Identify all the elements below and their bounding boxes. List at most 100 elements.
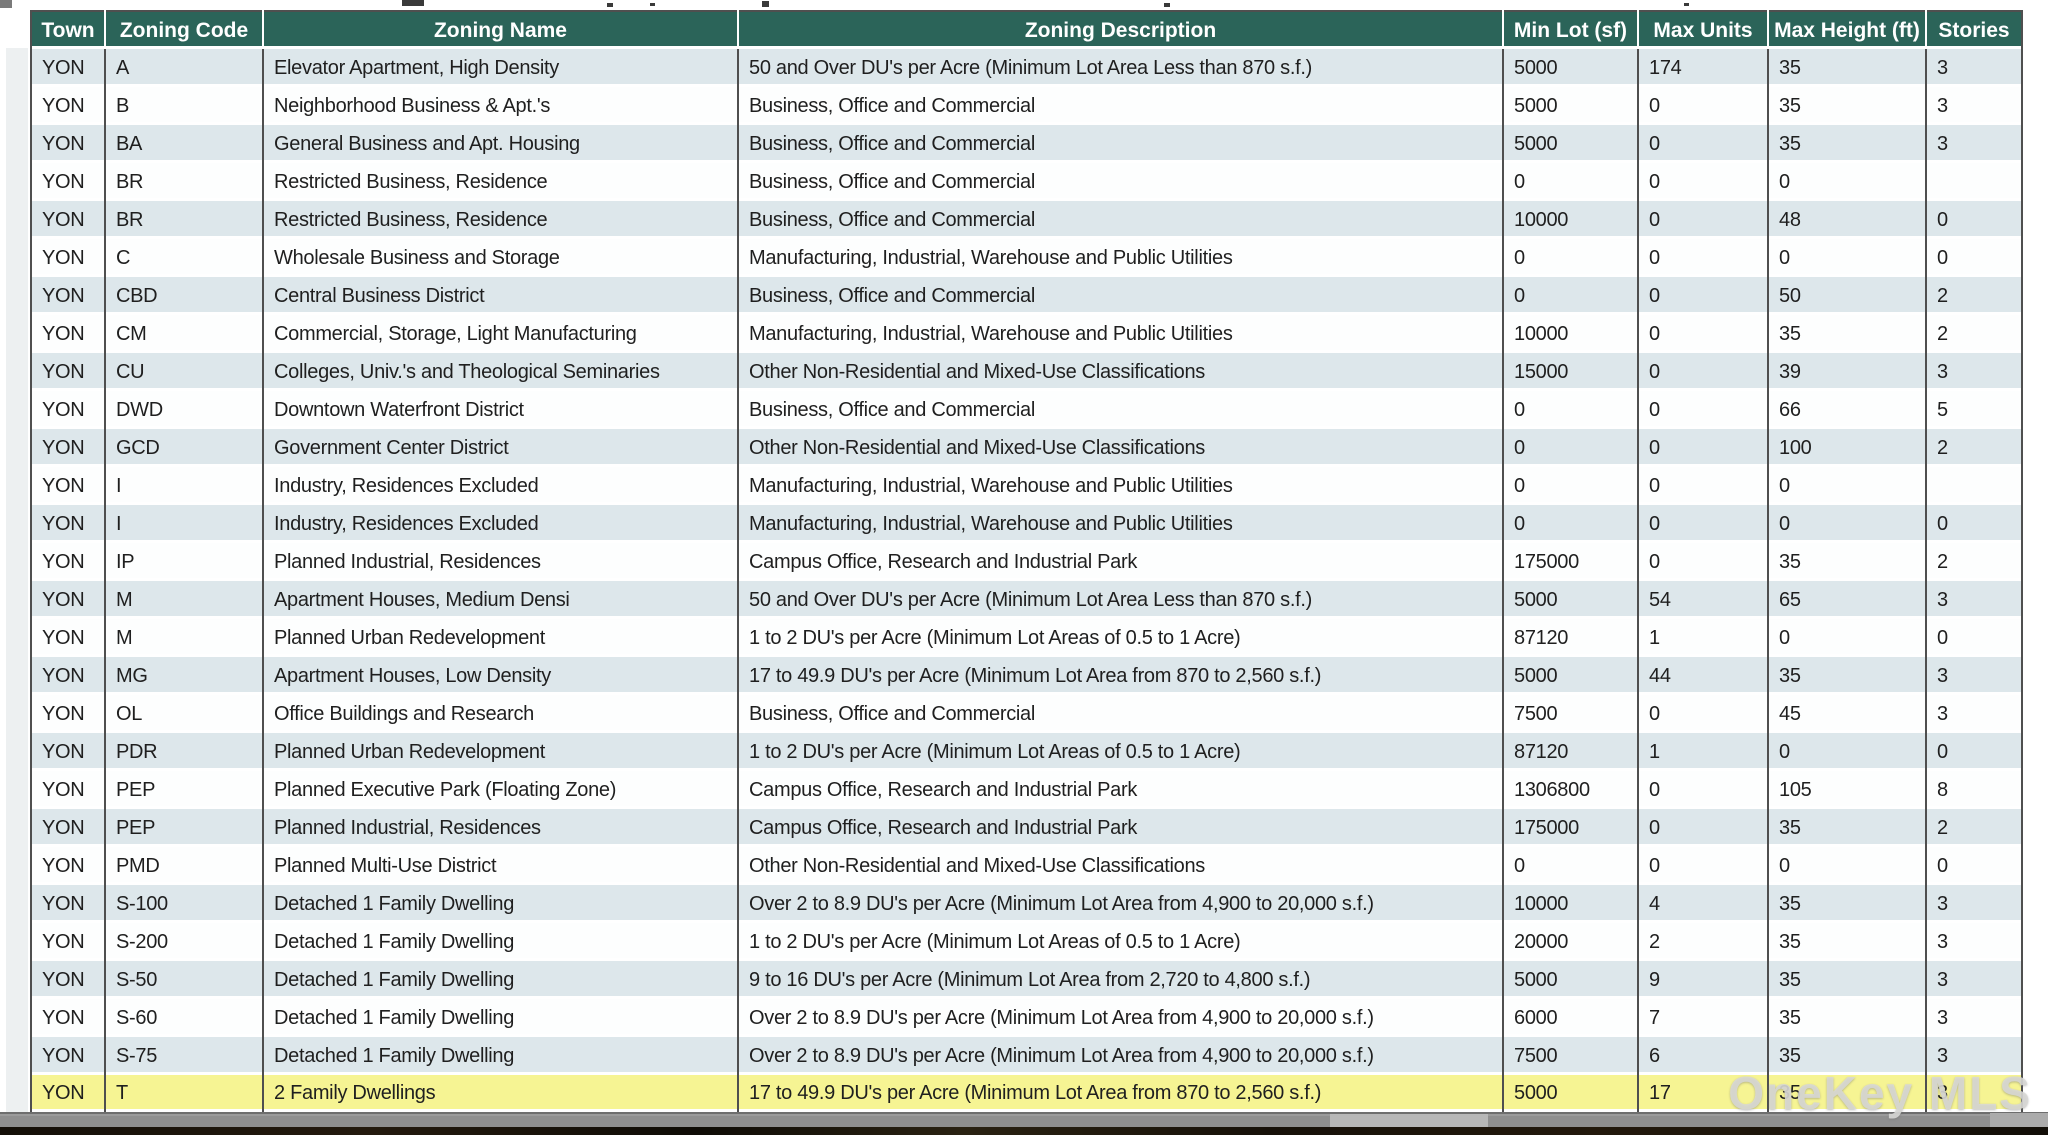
table-cell: YON [31, 733, 106, 771]
column-header-max-height-ft[interactable]: Max Height (ft) [1768, 11, 1927, 49]
table-cell: Planned Executive Park (Floating Zone) [263, 771, 739, 809]
table-cell: 4 [1638, 885, 1769, 923]
column-header-town[interactable]: Town [31, 11, 106, 49]
table-cell: 0 [1638, 847, 1769, 885]
table-cell: DWD [105, 391, 264, 429]
table-cell: 50 and Over DU's per Acre (Minimum Lot A… [738, 581, 1504, 619]
onekey-mls-watermark: OneKey MLS [1728, 1067, 2032, 1119]
table-cell: 35 [1768, 125, 1927, 163]
table-cell: 1 to 2 DU's per Acre (Minimum Lot Areas … [738, 733, 1504, 771]
table-cell: BR [105, 163, 264, 201]
table-cell: I [105, 467, 264, 505]
table-row[interactable]: YON PEP Planned Industrial, Residences Camp… [31, 809, 2022, 847]
table-cell: 2 [1926, 809, 2022, 847]
table-cell: 0 [1503, 391, 1639, 429]
table-row[interactable]: YON S-60 Detached 1 Family Dwelling Over 2 … [31, 999, 2022, 1037]
table-row[interactable]: YON BR Restricted Business, Residence Busin… [31, 201, 2022, 239]
table-cell: Detached 1 Family Dwelling [263, 999, 739, 1037]
table-cell: 2 [1926, 543, 2022, 581]
table-cell: S-100 [105, 885, 264, 923]
table-cell: 1 [1638, 733, 1769, 771]
table-cell: 0 [1638, 163, 1769, 201]
table-cell: 35 [1768, 1037, 1927, 1075]
table-row[interactable]: YON PEP Planned Executive Park (Floating Z… [31, 771, 2022, 809]
table-row[interactable]: YON PDR Planned Urban Redevelopment 1 to 2 … [31, 733, 2022, 771]
table-cell: 66 [1768, 391, 1927, 429]
table-cell: 0 [1638, 505, 1769, 543]
table-row[interactable]: YON CM Commercial, Storage, Light Manufact… [31, 315, 2022, 353]
table-cell: 1 to 2 DU's per Acre (Minimum Lot Areas … [738, 923, 1504, 961]
table-cell: 3 [1926, 999, 2022, 1037]
table-row[interactable]: YON S-75 Detached 1 Family Dwelling Over 2 … [31, 1037, 2022, 1075]
table-cell: Manufacturing, Industrial, Warehouse and… [738, 505, 1504, 543]
table-cell: YON [31, 315, 106, 353]
table-cell: 3 [1926, 49, 2022, 87]
table-cell: 0 [1638, 125, 1769, 163]
table-row[interactable]: YON M Apartment Houses, Medium Densi 50 and… [31, 581, 2022, 619]
table-cell: 35 [1768, 87, 1927, 125]
table-row[interactable]: YON OL Office Buildings and Research Busine… [31, 695, 2022, 733]
table-cell [1926, 467, 2022, 505]
table-cell: Business, Office and Commercial [738, 695, 1504, 733]
table-cell: Colleges, Univ.'s and Theological Semina… [263, 353, 739, 391]
scrollbar-thumb[interactable] [1330, 1114, 1488, 1127]
table-cell: YON [31, 201, 106, 239]
table-row[interactable]: YON IP Planned Industrial, Residences Campu… [31, 543, 2022, 581]
table-row[interactable]: YON A Elevator Apartment, High Density 50 a… [31, 49, 2022, 87]
table-row[interactable]: YON GCD Government Center District Other No… [31, 429, 2022, 467]
table-row[interactable]: YON PMD Planned Multi-Use District Other No… [31, 847, 2022, 885]
column-header-zoning-code[interactable]: Zoning Code [105, 11, 264, 49]
table-cell: Wholesale Business and Storage [263, 239, 739, 277]
table-cell: Apartment Houses, Low Density [263, 657, 739, 695]
table-cell: Business, Office and Commercial [738, 163, 1504, 201]
table-cell: 175000 [1503, 809, 1639, 847]
table-row[interactable]: YON S-200 Detached 1 Family Dwelling 1 to 2… [31, 923, 2022, 961]
table-cell: Detached 1 Family Dwelling [263, 961, 739, 999]
table-row[interactable]: YON C Wholesale Business and Storage Manufa… [31, 239, 2022, 277]
table-row[interactable]: YON DWD Downtown Waterfront District Busine… [31, 391, 2022, 429]
table-cell: 87120 [1503, 733, 1639, 771]
table-cell: 0 [1926, 201, 2022, 239]
table-row[interactable]: YON B Neighborhood Business & Apt.'s Busine… [31, 87, 2022, 125]
table-row[interactable]: YON S-100 Detached 1 Family Dwelling Over 2… [31, 885, 2022, 923]
table-row[interactable]: YON I Industry, Residences Excluded Manufac… [31, 467, 2022, 505]
table-row[interactable]: YON T 2 Family Dwellings 17 to 49.9 DU's pe… [31, 1075, 2022, 1113]
table-cell: 0 [1638, 353, 1769, 391]
column-header-zoning-description[interactable]: Zoning Description [738, 11, 1504, 49]
table-cell: Detached 1 Family Dwelling [263, 1037, 739, 1075]
table-cell: Restricted Business, Residence [263, 163, 739, 201]
horizontal-scrollbar[interactable] [0, 1112, 2048, 1127]
table-cell: Commercial, Storage, Light Manufacturing [263, 315, 739, 353]
column-header-max-units[interactable]: Max Units [1638, 11, 1769, 49]
cropped-text-fragment [1164, 3, 1170, 7]
table-cell: Manufacturing, Industrial, Warehouse and… [738, 315, 1504, 353]
cropped-content-strip [0, 0, 2048, 10]
column-header-min-lot-sf[interactable]: Min Lot (sf) [1503, 11, 1639, 49]
scrollbar-corner [1990, 1113, 2048, 1127]
table-cell: 1306800 [1503, 771, 1639, 809]
table-row[interactable]: YON M Planned Urban Redevelopment 1 to 2 DU… [31, 619, 2022, 657]
table-row[interactable]: YON MG Apartment Houses, Low Density 17 to … [31, 657, 2022, 695]
table-row[interactable]: YON S-50 Detached 1 Family Dwelling 9 to 16… [31, 961, 2022, 999]
table-cell: 0 [1638, 467, 1769, 505]
table-cell: 10000 [1503, 201, 1639, 239]
table-cell: Over 2 to 8.9 DU's per Acre (Minimum Lot… [738, 885, 1504, 923]
table-cell: 35 [1768, 49, 1927, 87]
table-row[interactable]: YON CBD Central Business District Business,… [31, 277, 2022, 315]
table-cell: YON [31, 961, 106, 999]
table-cell: CBD [105, 277, 264, 315]
table-cell: 0 [1638, 391, 1769, 429]
table-row[interactable]: YON BA General Business and Apt. Housing Bu… [31, 125, 2022, 163]
table-cell: I [105, 505, 264, 543]
column-header-stories[interactable]: Stories [1926, 11, 2022, 49]
table-row[interactable]: YON BR Restricted Business, Residence Busin… [31, 163, 2022, 201]
table-row[interactable]: YON CU Colleges, Univ.'s and Theological S… [31, 353, 2022, 391]
table-cell: 10000 [1503, 315, 1639, 353]
column-header-zoning-name[interactable]: Zoning Name [263, 11, 739, 49]
table-cell: YON [31, 581, 106, 619]
table-cell: 5000 [1503, 87, 1639, 125]
table-cell: 0 [1638, 315, 1769, 353]
table-cell: 7500 [1503, 695, 1639, 733]
table-cell: 0 [1768, 163, 1927, 201]
table-row[interactable]: YON I Industry, Residences Excluded Manufac… [31, 505, 2022, 543]
